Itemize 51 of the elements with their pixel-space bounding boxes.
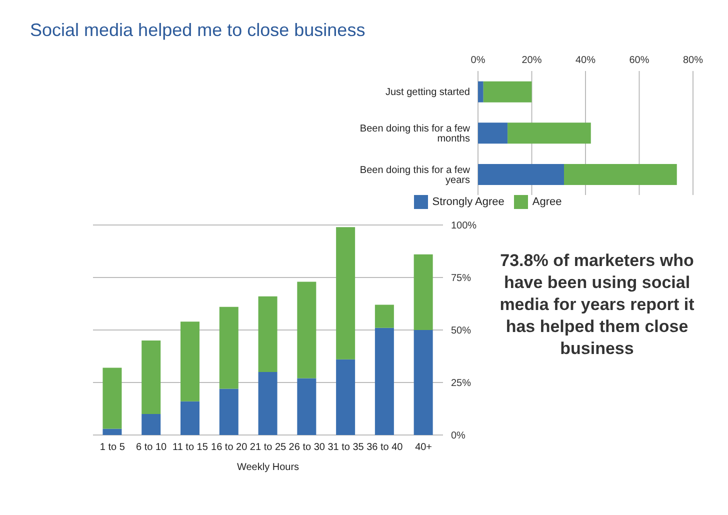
bar bbox=[258, 372, 278, 435]
bar bbox=[142, 340, 161, 414]
bar bbox=[297, 282, 316, 378]
bar bbox=[142, 414, 161, 435]
text: Social media helped me to close business bbox=[30, 20, 366, 41]
legend-label: Strongly Agree bbox=[432, 196, 504, 208]
x-tick-label: 0% bbox=[470, 55, 486, 66]
y-tick-label: 25% bbox=[451, 378, 472, 390]
bar bbox=[414, 254, 433, 330]
y-tick-label: Been doing this for a few months bbox=[360, 124, 471, 145]
bar bbox=[478, 122, 508, 144]
x-tick-label: 36 to 40 bbox=[366, 442, 404, 454]
x-tick-label: 11 to 15 bbox=[172, 442, 208, 454]
y-tick-label: Just getting started bbox=[386, 87, 470, 98]
bar bbox=[102, 428, 122, 435]
x-tick-label: 6 to 10 bbox=[136, 442, 168, 454]
y-tick-label: Been doing this for a few years bbox=[360, 164, 471, 186]
y-tick-label: 75% bbox=[451, 273, 472, 284]
legend-label: Agree bbox=[532, 196, 562, 208]
bar bbox=[483, 81, 532, 102]
x-tick-label: 1 to 5 bbox=[100, 442, 126, 454]
bar bbox=[478, 164, 564, 185]
x-tick-label: 40+ bbox=[415, 442, 432, 454]
bar bbox=[219, 388, 238, 435]
bar bbox=[374, 328, 394, 435]
bar bbox=[336, 359, 356, 435]
x-tick-label: 21 to 25 bbox=[250, 442, 287, 454]
x-tick-label: 26 to 30 bbox=[288, 442, 326, 454]
bar bbox=[374, 304, 394, 328]
x-tick-label: 40% bbox=[575, 55, 596, 66]
text: 73.8% of marketers who have been using social media for years report it has helped them close business bbox=[498, 250, 696, 360]
bar bbox=[564, 164, 677, 185]
bar bbox=[102, 368, 122, 429]
x-tick-label: 80% bbox=[682, 55, 704, 66]
y-tick-label: 50% bbox=[451, 326, 472, 337]
x-tick-label: 60% bbox=[629, 55, 650, 66]
bar bbox=[478, 81, 484, 102]
bar bbox=[258, 296, 278, 372]
bar bbox=[180, 322, 200, 402]
bar bbox=[336, 227, 356, 360]
bar bbox=[180, 401, 200, 435]
x-tick-label: 31 to 35 bbox=[328, 442, 364, 454]
bar bbox=[508, 122, 591, 144]
bar bbox=[297, 378, 316, 435]
bar bbox=[414, 330, 433, 435]
bar bbox=[219, 306, 238, 389]
y-tick-label: 100% bbox=[451, 220, 477, 232]
x-tick-label: 16 to 20 bbox=[211, 442, 248, 454]
y-tick-label: 0% bbox=[451, 430, 466, 442]
x-tick-label: 20% bbox=[522, 55, 542, 66]
x-axis-title: Weekly Hours bbox=[236, 462, 300, 473]
